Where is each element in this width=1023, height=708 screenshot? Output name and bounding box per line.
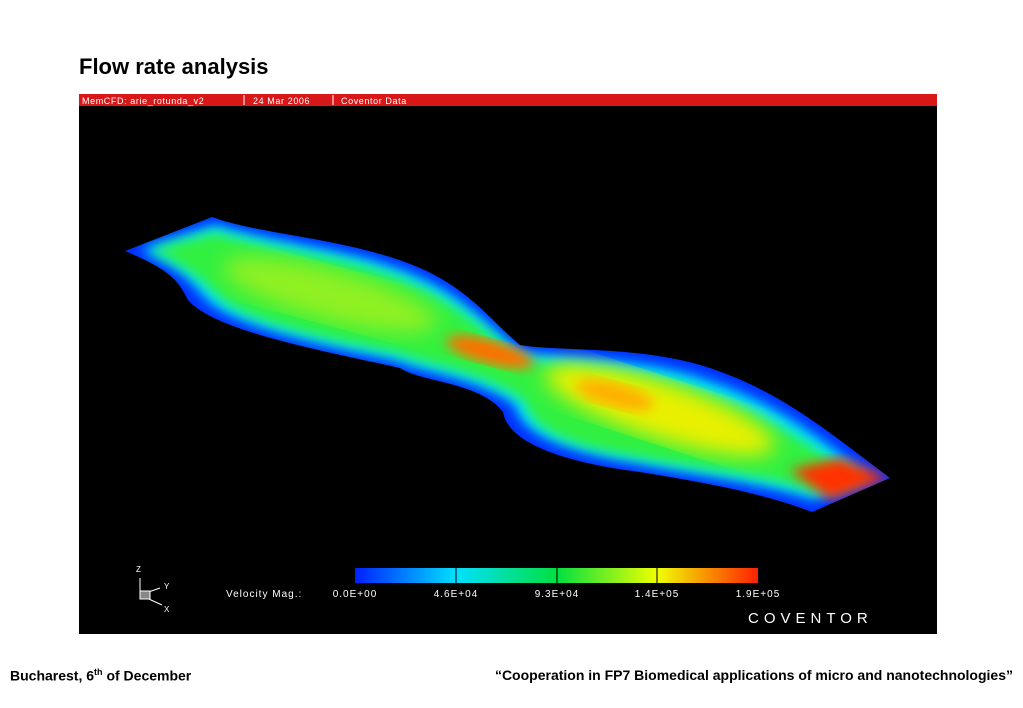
axis-label: X: [164, 605, 170, 614]
legend-label: Velocity Mag.:: [226, 589, 302, 600]
footer-text: of December: [106, 667, 192, 684]
legend-tick: 1.9E+05: [736, 589, 781, 600]
axes-triad: [139, 578, 163, 606]
header-text: Coventor Data: [341, 96, 407, 106]
slide-title: Flow rate analysis: [79, 54, 269, 79]
axis-label: Y: [164, 582, 170, 591]
legend-tick: 0.0E+00: [333, 589, 378, 600]
logo: COVENTOR: [748, 610, 873, 627]
footer-left: Bucharest, 6th of December: [10, 667, 191, 684]
header-text: 24 Mar 2006: [253, 96, 310, 106]
footer-right: “Cooperation in FP7 Biomedical applicati…: [494, 667, 1013, 683]
footer-sup: th: [94, 667, 103, 677]
legend-tick: 1.4E+05: [635, 589, 680, 600]
header-text: MemCFD: arie_rotunda_v2: [82, 96, 204, 106]
legend-tick: 4.6E+04: [434, 589, 479, 600]
axis-label: Z: [136, 565, 141, 574]
legend-tick: 9.3E+04: [535, 589, 580, 600]
footer-text: Bucharest, 6: [10, 667, 95, 684]
header-bar: [79, 94, 937, 106]
